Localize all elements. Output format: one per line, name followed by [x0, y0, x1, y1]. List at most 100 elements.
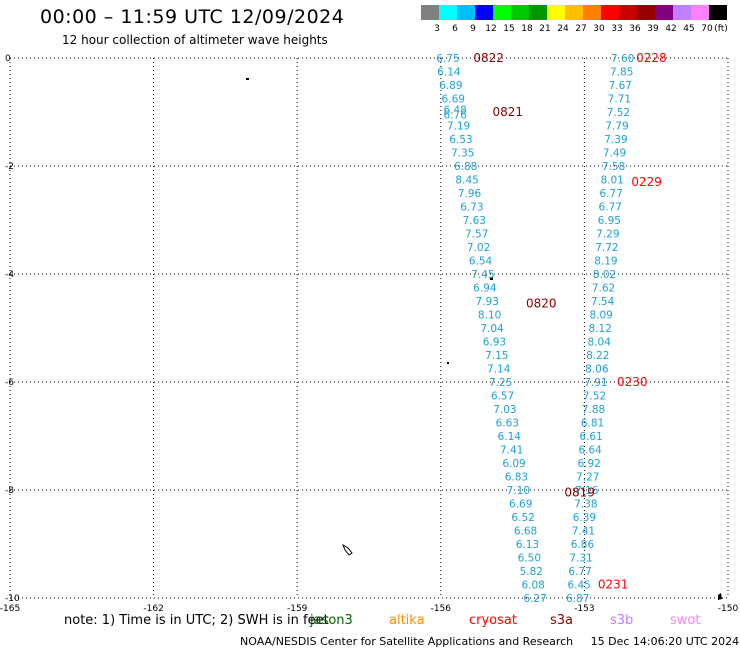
- wave-height-value: 6.69: [442, 94, 465, 106]
- legend-item-s3a: s3a: [550, 613, 574, 628]
- chart-title: 00:00 – 11:59 UTC 12/09/2024: [40, 6, 345, 28]
- color-swatch: [637, 5, 655, 20]
- wave-height-value: 6.52: [511, 512, 534, 524]
- wave-height-value: 7.91: [584, 377, 607, 389]
- wave-height-value: 6.77: [599, 202, 622, 214]
- color-swatch: [421, 5, 439, 20]
- pass-time-label: 0819: [564, 486, 595, 500]
- y-tick-label: -8: [5, 486, 14, 496]
- color-swatch: [529, 5, 547, 20]
- footer: NOAA/NESDIS Center for Satellite Applica…: [240, 635, 739, 648]
- x-tick-label: -150: [718, 604, 739, 614]
- y-tick-label: -6: [5, 378, 14, 388]
- wave-height-value: 8.45: [455, 175, 478, 187]
- color-scale-label: 70: [701, 24, 713, 33]
- wave-height-value: 6.75: [436, 53, 459, 65]
- wave-height-value: 6.53: [449, 134, 472, 146]
- wave-height-value: 6.77: [600, 188, 623, 200]
- color-scale-labels: 3 6 9 12 15 18 21 24 27 30 33 36 39 42 45 70 (ft): [434, 24, 728, 33]
- wave-height-value: 7.25: [489, 377, 512, 389]
- wave-height-value: 6.09: [502, 458, 525, 470]
- color-scale-label: 42: [665, 24, 676, 33]
- pass-time-label: 0821: [493, 105, 524, 119]
- color-scale-bar: [421, 5, 727, 20]
- wave-height-value: 7.29: [596, 229, 619, 241]
- color-scale-label: 12: [485, 24, 496, 33]
- pass-time-label: 0230: [617, 375, 648, 389]
- wave-height-value: 6.27: [523, 593, 546, 605]
- color-swatch: [583, 5, 601, 20]
- wave-height-value: 7.41: [572, 526, 595, 538]
- island-marker: [490, 277, 493, 280]
- wave-height-value: 6.50: [518, 553, 541, 565]
- island-marker: [718, 593, 722, 600]
- wave-height-value: 7.04: [480, 323, 504, 335]
- x-tick-label: -165: [0, 604, 20, 614]
- wave-height-value: 6.93: [483, 337, 506, 349]
- pass-time-label: 0228: [636, 51, 667, 65]
- color-scale-label: 9: [470, 24, 476, 33]
- color-scale-label: 45: [683, 24, 694, 33]
- pass-time-label: 0231: [598, 578, 629, 592]
- pass-time-labels: 0822 0821 0820 0819 0228 0229 0230 0231: [473, 51, 666, 592]
- chart-subtitle: 12 hour collection of altimeter wave hei…: [62, 33, 328, 47]
- wave-height-value: 8.22: [586, 350, 609, 362]
- wave-height-value: 6.73: [460, 202, 483, 214]
- color-scale-label: 33: [611, 24, 622, 33]
- wave-height-value: 6.54: [469, 256, 493, 268]
- wave-height-value: 8.06: [585, 364, 609, 376]
- wave-height-value: 7.38: [574, 499, 597, 511]
- y-tick-label: -10: [5, 594, 20, 604]
- wave-height-value: 8.19: [594, 256, 617, 268]
- wave-height-value: 6.14: [437, 67, 461, 79]
- color-swatch: [493, 5, 511, 20]
- wave-height-value: 6.39: [573, 512, 596, 524]
- wave-height-value: 6.64: [578, 445, 602, 457]
- y-tick-label: 0: [5, 54, 11, 64]
- wave-height-value: 6.92: [577, 458, 600, 470]
- wave-height-value: 7.52: [607, 107, 630, 119]
- wave-height-value: 7.67: [609, 80, 632, 92]
- wave-height-value: 7.96: [458, 188, 482, 200]
- wave-height-value: 6.77: [568, 566, 591, 578]
- color-swatch: [439, 5, 457, 20]
- wave-height-value: 7.88: [582, 404, 605, 416]
- wave-height-value: 7.03: [493, 404, 516, 416]
- x-tick-label: -156: [431, 604, 452, 614]
- wave-height-value: 7.63: [463, 215, 486, 227]
- wave-height-value: 7.16: [575, 485, 599, 497]
- color-scale-label: 30: [593, 24, 605, 33]
- color-swatch: [709, 5, 727, 20]
- legend-item-swot: swot: [670, 613, 701, 628]
- color-swatch: [547, 5, 565, 20]
- wave-height-value: 8.02: [593, 269, 616, 281]
- wave-height-value: 7.27: [576, 472, 599, 484]
- y-tick-label: -4: [5, 270, 14, 280]
- wave-height-value: 7.35: [451, 148, 474, 160]
- footer-timestamp: 15 Dec 14:06:20 UTC 2024: [590, 635, 740, 648]
- wave-height-value: 7.60: [611, 53, 634, 65]
- wave-height-value: 6.08: [521, 580, 544, 592]
- color-scale-label: 39: [647, 24, 659, 33]
- legend-item-altika: altika: [389, 613, 425, 628]
- wave-height-value: 6.14: [498, 431, 522, 443]
- wave-height-value: 7.57: [465, 229, 488, 241]
- wave-height-value: 7.31: [569, 553, 592, 565]
- color-swatch: [673, 5, 691, 20]
- wave-height-value: 6.87: [566, 593, 589, 605]
- wave-height-value: 7.39: [604, 134, 627, 146]
- wave-height-value: 7.19: [447, 121, 470, 133]
- color-scale-label: 27: [575, 24, 586, 33]
- wave-height-value: 8.12: [589, 323, 612, 335]
- legend-note: note: 1) Time is in UTC; 2) SWH is in fe…: [64, 613, 329, 628]
- color-swatch: [655, 5, 673, 20]
- color-scale-label: 3: [434, 24, 440, 33]
- pass-time-label: 0229: [631, 175, 662, 189]
- wave-height-value: 8.10: [478, 310, 501, 322]
- color-swatch: [691, 5, 709, 20]
- wave-height-value: 7.52: [583, 391, 606, 403]
- wave-height-value: 7.79: [605, 121, 628, 133]
- wave-height-value: 6.68: [514, 526, 537, 538]
- x-tick-label: -159: [287, 604, 308, 614]
- wave-height-value: 5.82: [520, 566, 543, 578]
